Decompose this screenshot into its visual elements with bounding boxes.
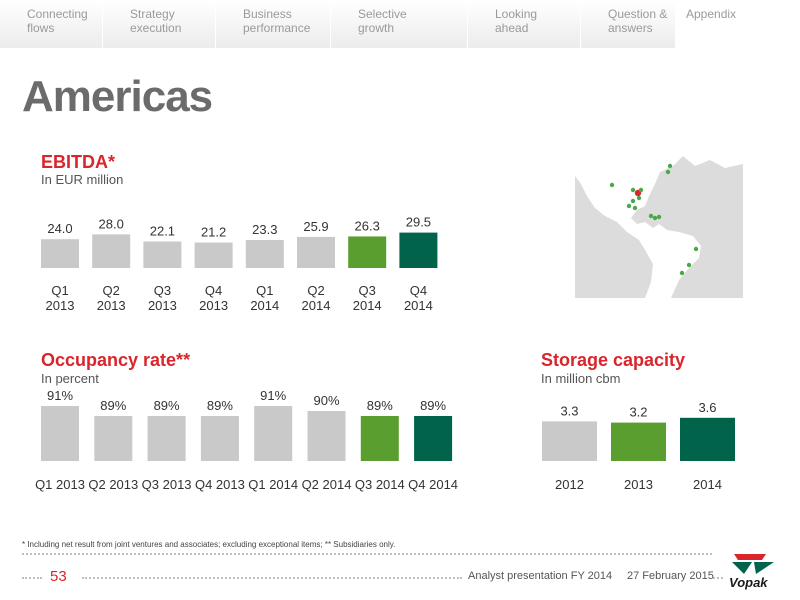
storage-value-label: 3.3 <box>560 403 578 418</box>
nav-tab-looking-ahead[interactable]: Looking ahead <box>468 0 581 48</box>
page-number: 53 <box>50 568 67 585</box>
occupancy-chart-subtitle: In percent <box>41 371 99 386</box>
ebitda-bar <box>297 236 335 268</box>
storage-bar <box>611 422 666 461</box>
occupancy-bar <box>41 406 79 461</box>
ebitda-category-label: Q4 2014 <box>404 283 433 313</box>
ebitda-value-label: 22.1 <box>150 223 175 238</box>
nav-tab-appendix[interactable]: Appendix <box>676 0 800 48</box>
nav-tab-strategy-execution[interactable]: Strategy execution <box>103 0 216 48</box>
ebitda-bar <box>41 239 79 268</box>
ebitda-category-label: Q1 2014 <box>250 283 279 313</box>
nav-tab-label: flows <box>27 21 55 35</box>
ebitda-bar <box>348 236 387 268</box>
occupancy-bar <box>200 416 239 461</box>
nav-tab-label: Strategy <box>130 7 175 21</box>
storage-chart-title: Storage capacity <box>541 350 686 370</box>
storage-category-label: 2013 <box>624 477 653 492</box>
ebitda-chart-title: EBITDA* <box>41 152 116 172</box>
occupancy-bar <box>147 416 186 461</box>
footer-divider-right <box>713 577 723 579</box>
occupancy-category-label: Q2 2014 <box>302 477 352 492</box>
storage-category-label: 2012 <box>555 477 584 492</box>
occupancy-bar <box>254 406 293 461</box>
americas-map <box>575 146 743 298</box>
ebitda-value-label: 28.0 <box>99 216 124 231</box>
occupancy-bar <box>307 411 346 461</box>
page-title: Americas <box>22 72 213 121</box>
occupancy-value-label: 90% <box>313 393 339 408</box>
ebitda-category-label: Q4 2013 <box>199 283 228 313</box>
ebitda-value-label: 23.3 <box>252 222 277 237</box>
ebitda-bar <box>399 232 438 268</box>
occupancy-chart-title: Occupancy rate** <box>41 350 191 370</box>
occupancy-category-label: Q3 2014 <box>355 477 405 492</box>
ebitda-category-label: Q2 2014 <box>302 283 331 313</box>
storage-chart-subtitle: In million cbm <box>541 371 621 386</box>
ebitda-category-label: Q2 2013 <box>97 283 126 313</box>
nav-tab-business-performance[interactable]: Business performance <box>216 0 331 48</box>
occupancy-bar <box>414 416 453 461</box>
presentation-name: Analyst presentation FY 2014 <box>468 570 613 582</box>
occupancy-bar <box>360 416 399 461</box>
nav-tab-label: Question & <box>608 7 668 21</box>
ebitda-category-label: Q3 2013 <box>148 283 177 313</box>
occupancy-bar <box>94 416 133 461</box>
ebitda-value-label: 24.0 <box>47 221 72 236</box>
ebitda-value-label: 25.9 <box>303 219 328 234</box>
occupancy-value-label: 91% <box>260 388 286 403</box>
storage-bar <box>542 421 597 461</box>
nav-tab-label: Selective <box>358 7 407 21</box>
ebitda-value-label: 26.3 <box>355 218 380 233</box>
nav-tab-label: performance <box>243 21 311 35</box>
occupancy-category-label: Q2 2013 <box>88 477 138 492</box>
storage-category-label: 2014 <box>693 477 722 492</box>
nav-tab-label: Connecting <box>27 7 88 21</box>
ebitda-bar <box>92 234 131 268</box>
storage-value-label: 3.6 <box>698 400 716 415</box>
occupancy-value-label: 89% <box>207 398 233 413</box>
nav-tab-label: answers <box>608 21 653 35</box>
americas-map-drawing <box>575 146 743 298</box>
ebitda-category-label: Q1 2013 <box>46 283 75 313</box>
nav-tab-label: growth <box>358 21 395 35</box>
nav-tab-selective-growth[interactable]: Selective growth <box>331 0 468 48</box>
vopak-logo-text: Vopak <box>729 575 768 590</box>
ebitda-bar <box>245 240 284 268</box>
nav-tab-label: execution <box>130 21 182 35</box>
nav-tab-label: Looking <box>495 7 538 21</box>
nav-tab-label: Business <box>243 7 292 21</box>
footer-divider-middle <box>82 577 462 579</box>
storage-bar <box>680 417 735 461</box>
ebitda-bar <box>143 241 182 268</box>
occupancy-value-label: 89% <box>420 398 446 413</box>
nav-tab-connecting-flows[interactable]: Connecting flows <box>0 0 103 48</box>
occupancy-category-label: Q1 2014 <box>248 477 298 492</box>
nav-tab-label: Appendix <box>686 7 737 21</box>
ebitda-chart-subtitle: In EUR million <box>41 172 124 187</box>
occupancy-value-label: 91% <box>47 388 73 403</box>
vopak-logo-icon <box>732 554 774 574</box>
presentation-date: 27 February 2015 <box>627 570 714 582</box>
footer-divider-upper <box>22 553 712 555</box>
occupancy-value-label: 89% <box>367 398 393 413</box>
occupancy-category-label: Q4 2014 <box>408 477 458 492</box>
top-navigation: Connecting flows Strategy execution Busi… <box>0 0 800 48</box>
occupancy-value-label: 89% <box>100 398 126 413</box>
nav-tab-question-answers[interactable]: Question & answers <box>581 0 676 48</box>
nav-tab-label: ahead <box>495 21 529 35</box>
ebitda-value-label: 21.2 <box>201 225 226 240</box>
ebitda-bar <box>194 242 233 268</box>
occupancy-value-label: 89% <box>154 398 180 413</box>
occupancy-category-label: Q4 2013 <box>195 477 245 492</box>
occupancy-category-label: Q3 2013 <box>142 477 192 492</box>
ebitda-category-label: Q3 2014 <box>353 283 382 313</box>
occupancy-category-label: Q1 2013 <box>35 477 85 492</box>
footer-divider-left <box>22 577 42 579</box>
footnote: * Including net result from joint ventur… <box>22 540 396 549</box>
ebitda-value-label: 29.5 <box>406 215 431 230</box>
storage-value-label: 3.2 <box>629 405 647 420</box>
